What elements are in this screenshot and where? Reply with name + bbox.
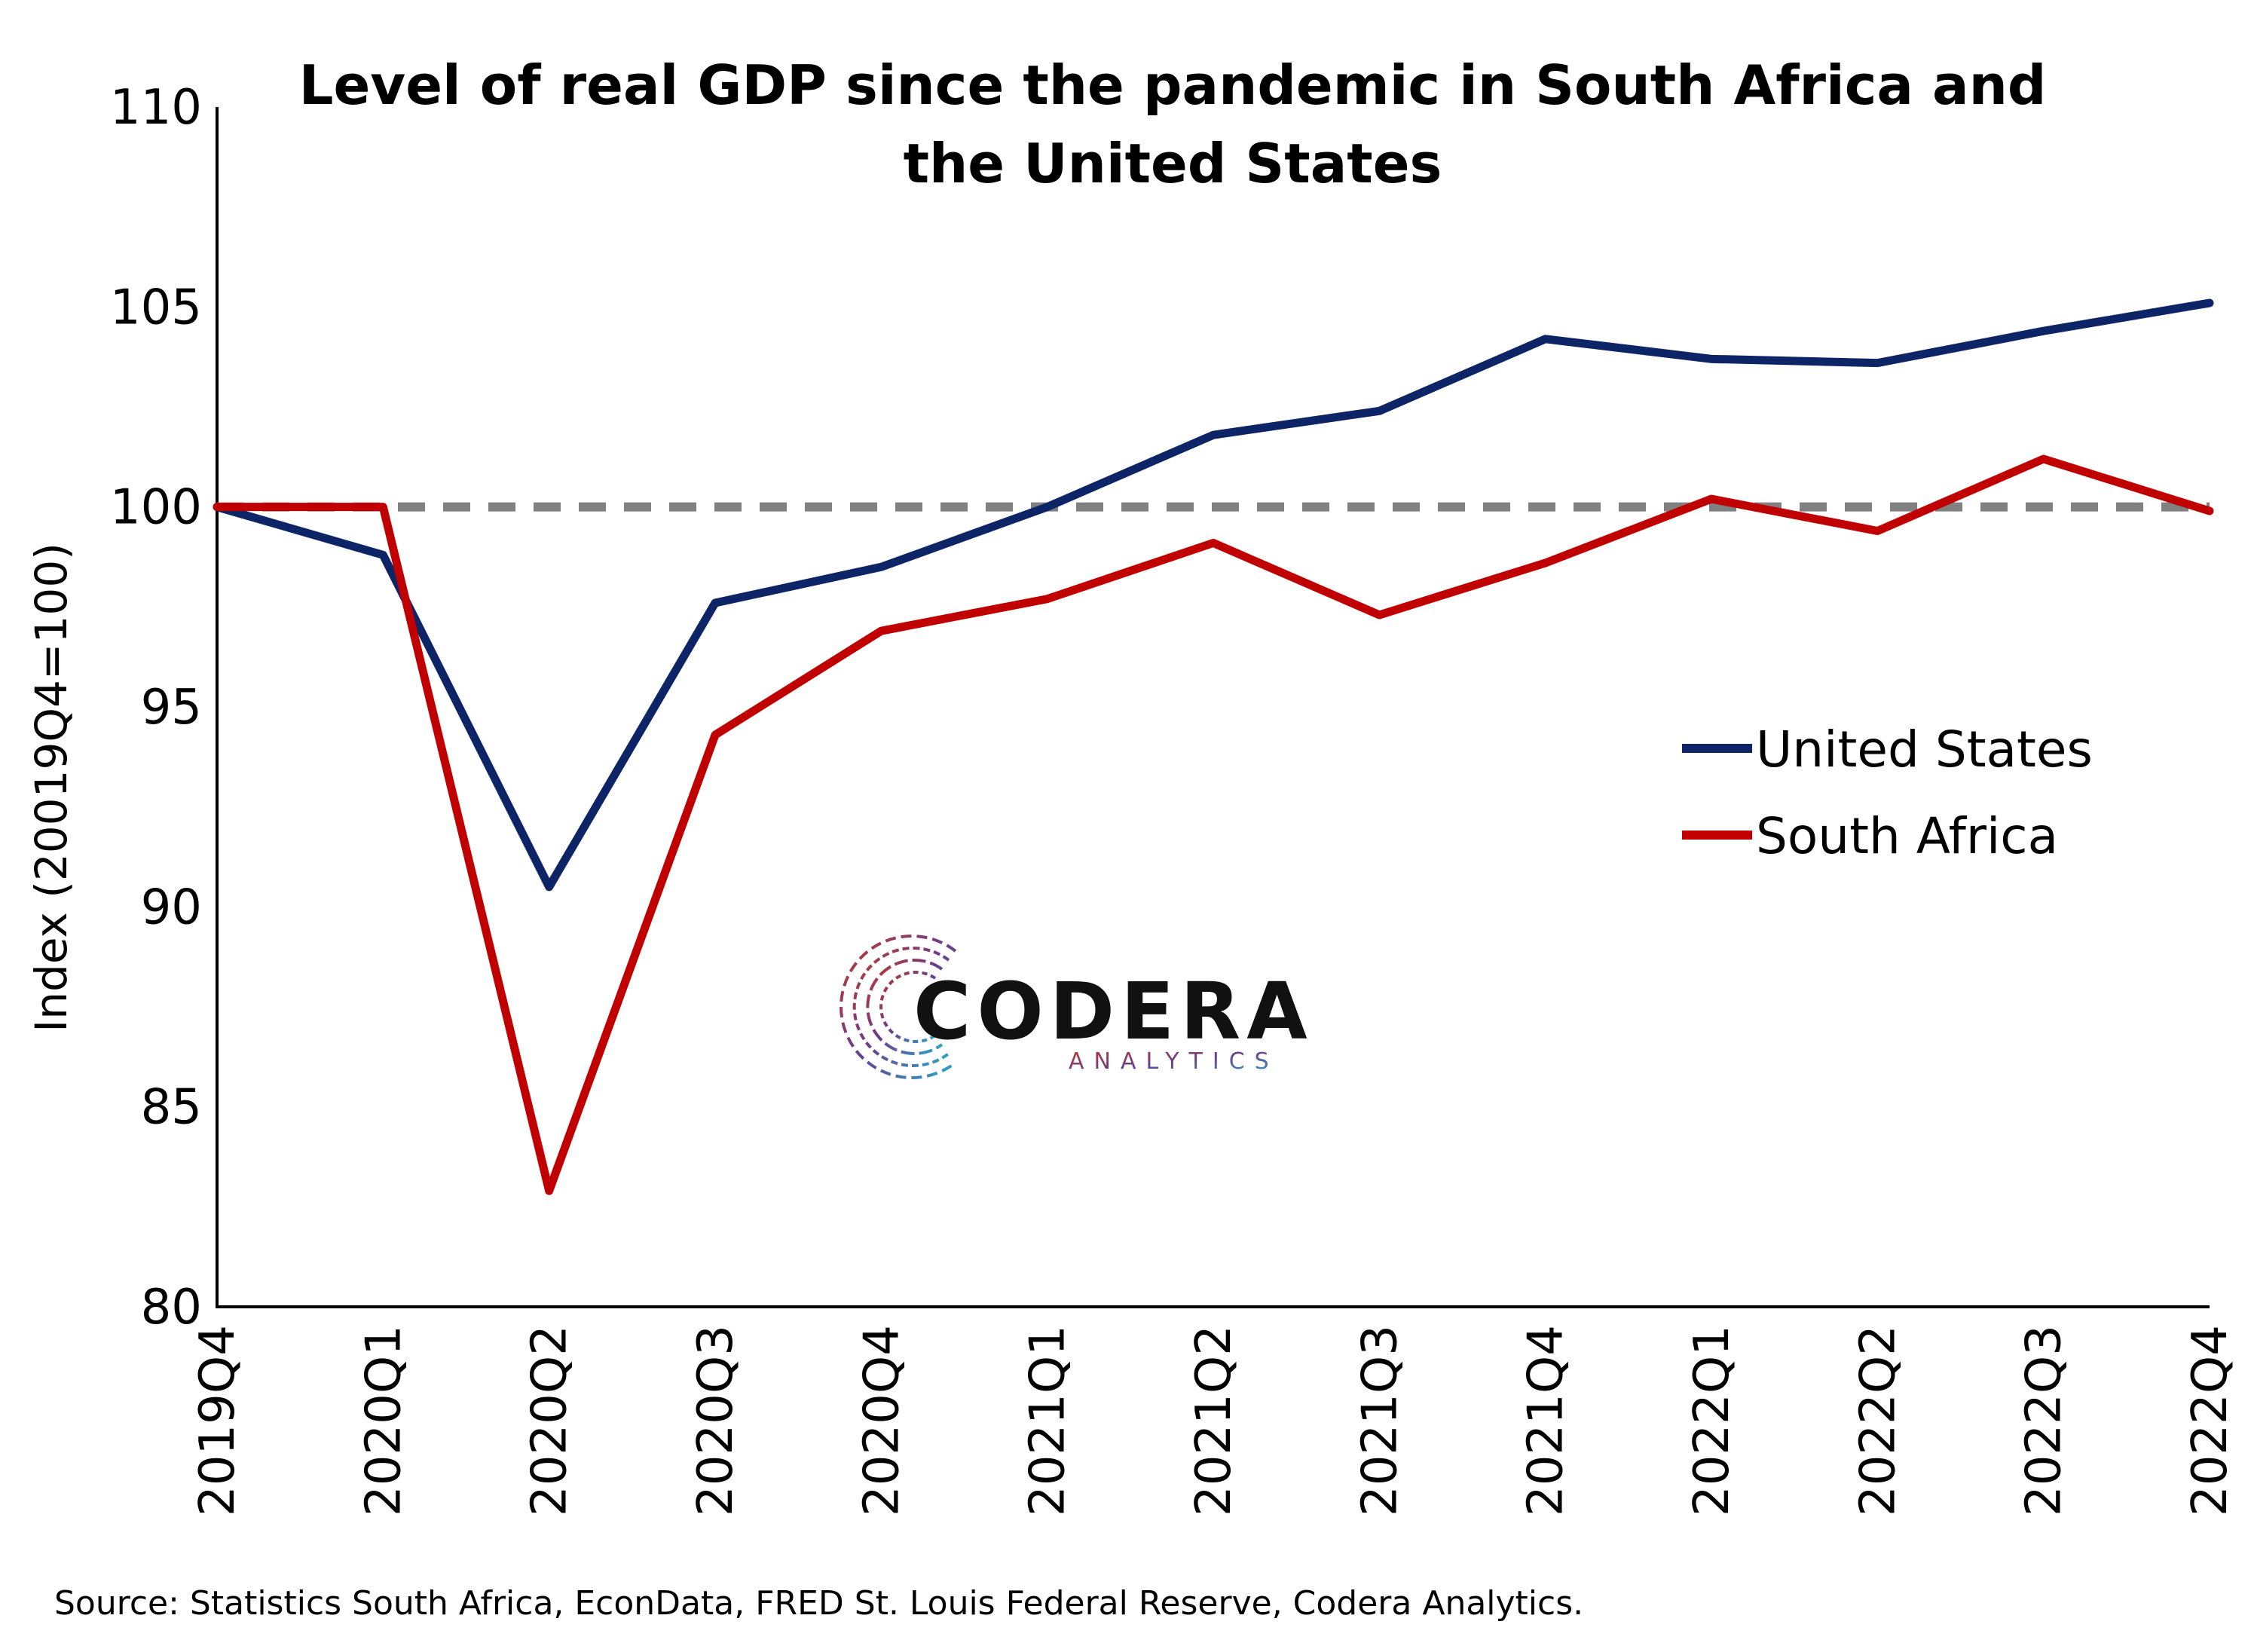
x-tick-label: 2020Q1 — [356, 1325, 411, 1516]
x-tick-label: 2020Q3 — [688, 1325, 744, 1516]
x-tick-label: 2020Q4 — [854, 1325, 910, 1516]
y-tick-label: 80 — [141, 1280, 202, 1335]
data-point-united-states — [2043, 330, 2045, 332]
x-tick-label: 2021Q2 — [1186, 1325, 1242, 1516]
x-tick-label: 2020Q2 — [522, 1325, 578, 1516]
data-point-south-africa — [2043, 458, 2045, 460]
legend-label-south-africa: South Africa — [1756, 807, 2058, 865]
x-tick-label: 2019Q4 — [190, 1325, 246, 1516]
y-tick-label: 105 — [110, 280, 202, 335]
data-point-south-africa — [714, 734, 716, 736]
x-tick-label: 2022Q1 — [1684, 1325, 1740, 1516]
data-point-south-africa — [880, 630, 882, 632]
data-point-united-states — [1047, 506, 1048, 508]
x-tick-label: 2021Q3 — [1352, 1325, 1408, 1516]
codera-logo: CODERA ANALYTICS — [840, 935, 1314, 1079]
logo-tagline: ANALYTICS — [1069, 1048, 1279, 1075]
x-tick-label: 2021Q1 — [1020, 1325, 1076, 1516]
data-point-south-africa — [1378, 614, 1380, 616]
legend-label-united-states: United States — [1756, 720, 2093, 779]
series-points-united-states — [216, 302, 2210, 888]
data-point-united-states — [714, 602, 716, 604]
legend: United States South Africa — [1682, 720, 2093, 865]
y-tick-label: 90 — [141, 880, 202, 935]
y-tick-label: 100 — [110, 480, 202, 536]
y-tick-label: 95 — [141, 680, 202, 736]
data-point-south-africa — [216, 506, 218, 508]
data-point-united-states — [1213, 434, 1214, 436]
source-note: Source: Statistics South Africa, EconDat… — [54, 1584, 1583, 1623]
y-tick-label: 85 — [141, 1080, 202, 1136]
y-tick-label: 110 — [110, 80, 202, 136]
x-tick-labels: 2019Q4 2020Q1 2020Q2 2020Q3 2020Q4 2021Q1 2021… — [190, 1325, 2238, 1516]
logo-arc-icon — [840, 935, 957, 1079]
data-point-united-states — [1545, 338, 1546, 340]
data-point-south-africa — [1711, 498, 1712, 500]
series-points-south-africa — [216, 458, 2210, 1192]
y-axis-title: Index (20019Q4=100) — [26, 543, 77, 1032]
x-tick-label: 2022Q3 — [2017, 1325, 2072, 1516]
logo-wordmark: CODERA — [913, 965, 1314, 1057]
data-point-south-africa — [1047, 598, 1048, 600]
data-point-south-africa — [382, 506, 384, 508]
x-tick-label: 2022Q4 — [2182, 1325, 2238, 1516]
chart-title-line-2: the United States — [904, 132, 1442, 195]
x-tick-label: 2021Q4 — [1519, 1325, 1574, 1516]
x-tick-label: 2022Q2 — [1850, 1325, 1906, 1516]
series-line-united-states — [213, 298, 2214, 892]
y-tick-labels: 80 85 90 95 100 105 110 — [110, 80, 202, 1335]
chart-title-line-1: Level of real GDP since the pandemic in … — [299, 54, 2047, 117]
data-point-south-africa — [1545, 562, 1546, 564]
